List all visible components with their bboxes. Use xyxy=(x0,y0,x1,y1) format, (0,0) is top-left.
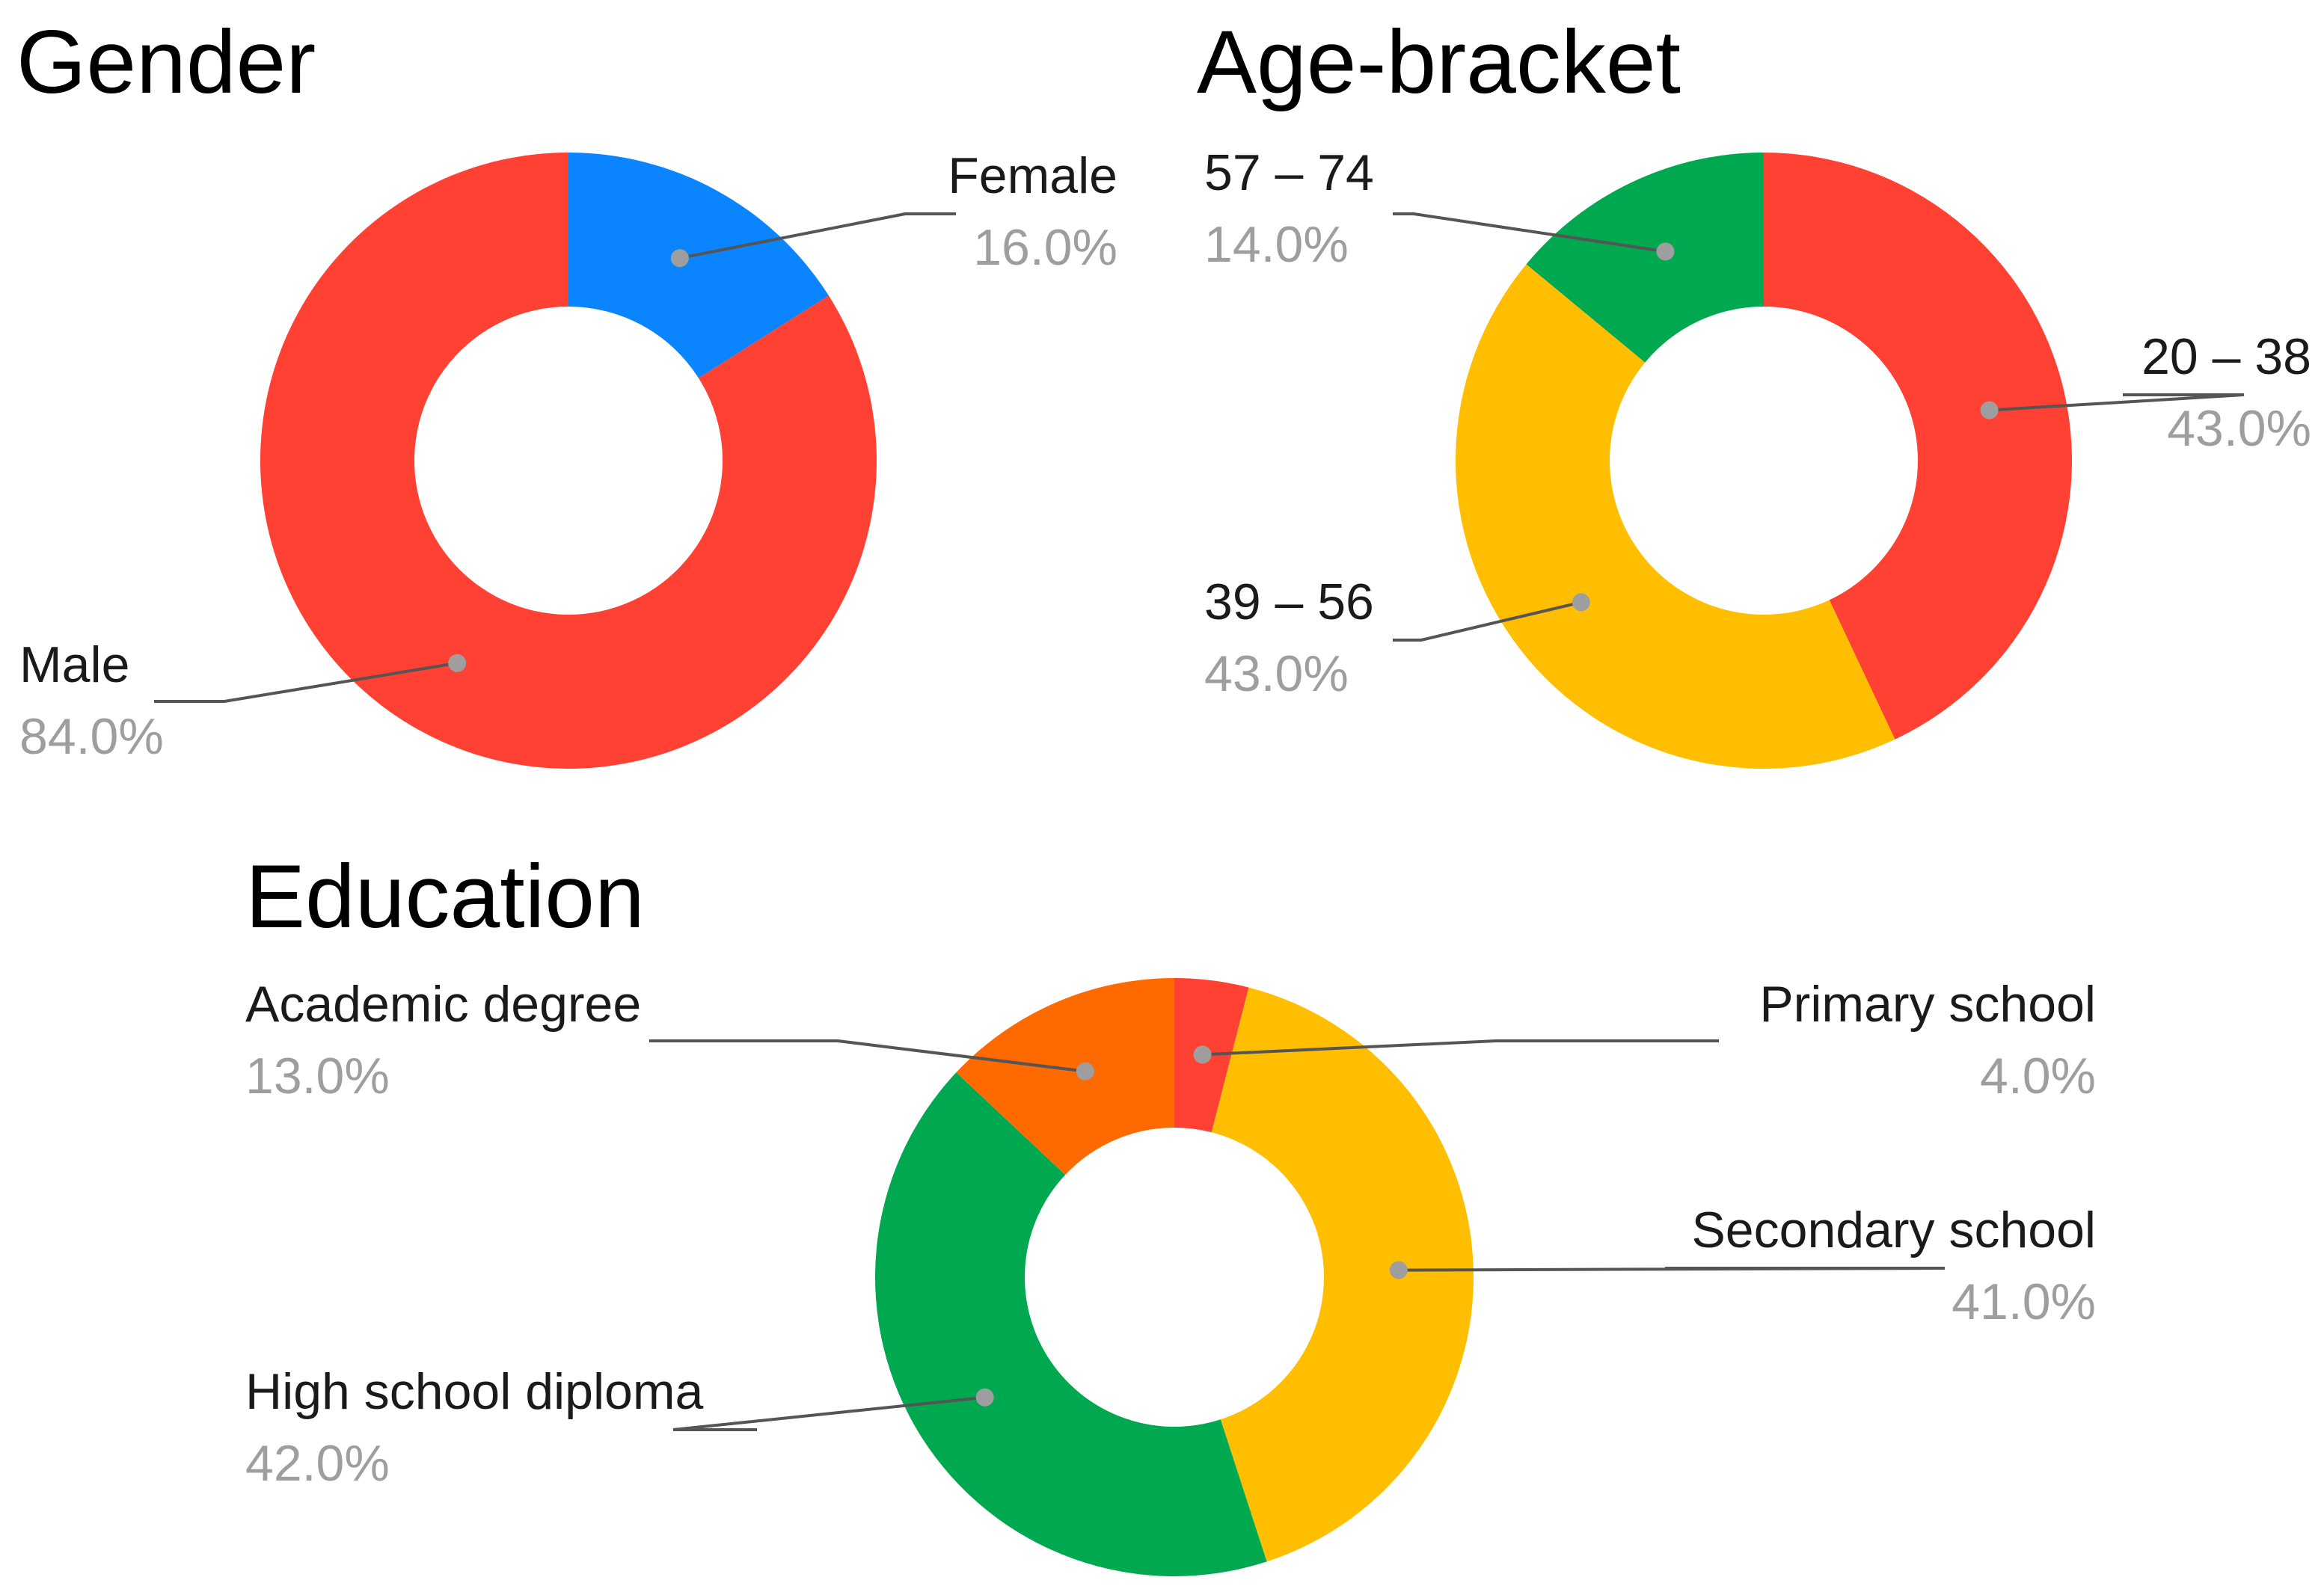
leader-dot-male xyxy=(448,654,467,672)
slice-secondary-school xyxy=(1211,987,1474,1562)
slice-academic-degree xyxy=(956,978,1174,1175)
leader-dot-academic-degree xyxy=(1076,1062,1094,1081)
slice-label-20-38: 20 – 38 xyxy=(2141,328,2311,385)
leader-dot-secondary-school xyxy=(1389,1261,1408,1279)
slice-high-school-diploma xyxy=(874,1072,1267,1576)
slice-labels: Primary school 4.0% Secondary school 41.0% H… xyxy=(245,976,2096,1492)
slice-39-56 xyxy=(1455,264,1895,769)
slice-label-secondary-school: Secondary school xyxy=(1691,1202,2096,1258)
slice-label-female: Female xyxy=(948,147,1117,204)
leader-dot-57-74 xyxy=(1656,242,1675,261)
slices xyxy=(874,978,1474,1576)
leader-line-primary-school xyxy=(1202,1039,1719,1057)
slice-value-female: 16.0% xyxy=(973,219,1117,276)
leader-dot-high-school-diploma xyxy=(975,1388,994,1407)
slice-label-high-school-diploma: High school diploma xyxy=(245,1363,704,1420)
age-bracket-donut-chart: Age-bracket 20 – 38 43.0% 39 – 56 43.0% 57 –… xyxy=(1197,12,2311,769)
slice-value-high-school-diploma: 42.0% xyxy=(245,1435,390,1492)
slice-labels: 20 – 38 43.0% 39 – 56 43.0% 57 – 74 14.0% xyxy=(1204,144,2311,702)
leader-dot-female xyxy=(670,249,689,268)
slice-value-secondary-school: 41.0% xyxy=(1952,1273,2096,1330)
slice-57-74 xyxy=(1526,153,1764,363)
leader-line-57-74 xyxy=(1393,212,1666,253)
slice-label-primary-school: Primary school xyxy=(1759,976,2096,1033)
chart-title: Gender xyxy=(16,12,316,112)
leader-line-male xyxy=(154,661,458,703)
leader-dot-20-38 xyxy=(1980,401,1999,419)
leader-dot-primary-school xyxy=(1193,1045,1212,1064)
slice-value-academic-degree: 13.0% xyxy=(245,1048,390,1104)
slice-value-20-38: 43.0% xyxy=(2167,400,2311,457)
slice-label-57-74: 57 – 74 xyxy=(1204,144,1374,201)
slice-value-primary-school: 4.0% xyxy=(1980,1048,2096,1104)
slice-value-39-56: 43.0% xyxy=(1204,645,1349,702)
leader-line-20-38 xyxy=(1989,393,2245,412)
slice-value-57-74: 14.0% xyxy=(1204,216,1349,273)
leader-dot-39-56 xyxy=(1572,593,1590,612)
slice-labels: Female 16.0% Male 84.0% xyxy=(19,147,1117,765)
slices xyxy=(1455,153,2072,769)
education-donut-chart: Education Primary school 4.0% Secondary sc… xyxy=(245,846,2096,1576)
leader-line-female xyxy=(679,212,956,260)
slice-label-academic-degree: Academic degree xyxy=(245,976,641,1033)
slice-female xyxy=(568,153,829,378)
slice-20-38 xyxy=(1764,153,2072,740)
slice-label-39-56: 39 – 56 xyxy=(1204,574,1374,630)
chart-title: Education xyxy=(245,846,645,947)
leader-line-39-56 xyxy=(1393,600,1582,642)
slice-male xyxy=(260,153,877,769)
slices xyxy=(260,153,877,769)
leader-line-academic-degree xyxy=(649,1039,1086,1073)
slice-label-male: Male xyxy=(19,636,129,693)
gender-donut-chart: Gender Female 16.0% Male 84.0% xyxy=(16,12,1117,769)
leader-line-secondary-school xyxy=(1398,1267,1946,1272)
leader-line-high-school-diploma xyxy=(672,1395,985,1431)
chart-title: Age-bracket xyxy=(1197,12,1681,112)
slice-value-male: 84.0% xyxy=(19,708,164,765)
